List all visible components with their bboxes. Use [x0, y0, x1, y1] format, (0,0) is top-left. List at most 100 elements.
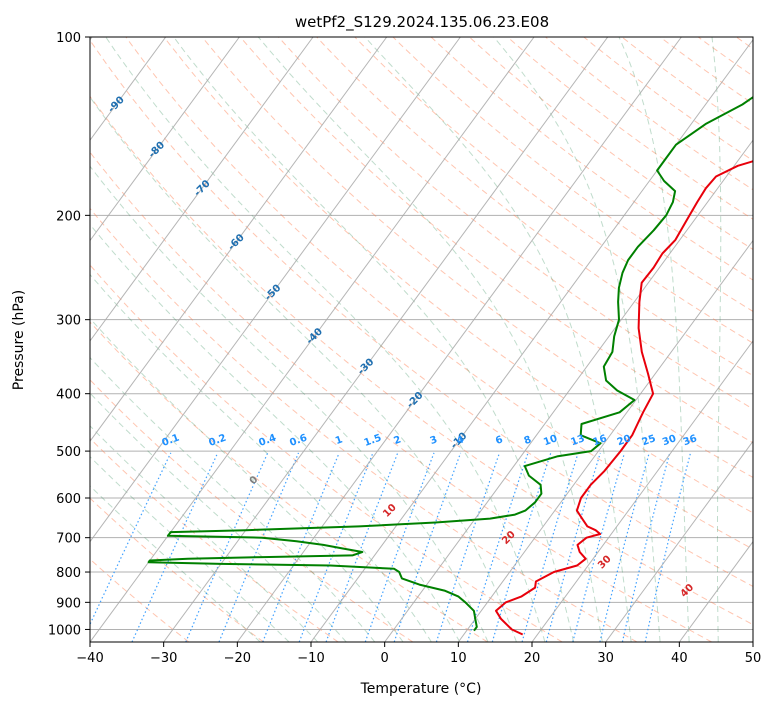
series-layer — [147, 95, 753, 636]
y-tick-label: 100 — [56, 31, 81, 46]
grid-layer — [90, 37, 753, 642]
dry-adiabat-line — [239, 37, 753, 444]
moist-adiabat-label: 40 — [679, 582, 697, 600]
moist-adiabat-line — [257, 37, 603, 642]
moist-adiabat-line — [105, 37, 546, 642]
mixing-ratio-line — [435, 452, 501, 642]
dry-adiabat-line — [163, 37, 753, 514]
dry-adiabat-line — [90, 151, 712, 642]
dry-adiabat-label: -20 — [405, 390, 426, 411]
dry-adiabat-line — [90, 207, 638, 642]
dry-adiabat-line — [90, 264, 563, 642]
dry-adiabat-label: -50 — [263, 283, 284, 304]
dry-adiabat-label: -80 — [147, 140, 168, 161]
mixing-ratio-line — [621, 452, 671, 642]
y-tick-label: 700 — [56, 532, 81, 547]
mixing-ratio-label: 20 — [616, 433, 633, 448]
mixing-ratio-line — [364, 452, 435, 642]
mixing-ratio-label: 3 — [429, 434, 439, 447]
moist-adiabat-line — [90, 273, 432, 642]
dry-adiabat-line — [90, 379, 414, 642]
dry-adiabat-line — [621, 37, 753, 133]
x-tick-label: 40 — [671, 651, 688, 666]
moist-adiabat-line — [90, 392, 347, 642]
isotherm-line — [90, 37, 388, 443]
x-tick-label: −30 — [150, 651, 177, 666]
mixing-ratio-line — [262, 452, 340, 642]
mixing-ratio-line — [393, 452, 462, 642]
temperature-profile-line — [495, 160, 753, 636]
dry-adiabat-label: -70 — [192, 178, 213, 199]
plot-frame — [89, 36, 754, 643]
dry-adiabat-line — [90, 95, 753, 626]
x-tick-label: 0 — [381, 651, 389, 666]
mixing-ratio-label: 4 — [455, 434, 465, 447]
isotherm-line — [384, 139, 753, 642]
mixing-ratio-line — [491, 452, 552, 642]
mixing-ratio-line — [131, 452, 219, 642]
moist-adiabat-line — [90, 223, 461, 642]
isotherm-line — [752, 641, 753, 642]
isotherm-line — [90, 37, 167, 142]
chart-title: wetPf2_S129.2024.135.06.23.E08 — [295, 13, 549, 32]
isotherm-line — [310, 38, 753, 642]
mixing-ratio-label: 1 — [334, 434, 344, 447]
dry-adiabat-line — [430, 37, 753, 281]
line-labels-layer: -100-90-80-70-60-50-40-30-20-100.1 0.2 0.4… — [62, 49, 699, 600]
moist-adiabat-line — [90, 96, 517, 642]
moist-adiabat-line — [90, 356, 376, 642]
moist-adiabat-label: 20 — [500, 529, 518, 547]
dry-adiabat-line — [125, 37, 753, 550]
dry-adiabat-label: -100 — [62, 49, 88, 75]
isotherm-line — [90, 37, 314, 342]
mixing-ratio-line — [572, 452, 626, 642]
isotherm-line — [531, 340, 753, 642]
moist-adiabat-line — [90, 317, 404, 642]
mixing-ratio-label: 6 — [494, 434, 504, 447]
isotherm-line — [605, 440, 753, 642]
dry-adiabat-line — [507, 37, 753, 220]
y-tick-label: 600 — [56, 492, 81, 507]
dry-adiabat-line — [90, 39, 753, 588]
moist-adiabat-line — [173, 37, 575, 642]
mixing-ratio-line — [521, 452, 579, 642]
dry-adiabat-label: -60 — [226, 232, 247, 253]
dry-adiabat-line — [90, 321, 488, 642]
y-tick-label: 400 — [56, 388, 81, 403]
dry-adiabat-line — [392, 37, 753, 312]
moist-adiabat-line — [711, 37, 722, 642]
mixing-ratio-line — [545, 452, 601, 642]
x-tick-label: −40 — [76, 651, 103, 666]
moist-adiabat-line — [364, 37, 632, 642]
isotherm-line — [236, 37, 682, 642]
isotherm-line — [163, 37, 609, 642]
mixing-ratio-line — [90, 452, 172, 626]
mixing-ratio-line — [325, 452, 399, 642]
mixing-ratio-label: 13 — [569, 433, 586, 448]
dewpoint-profile-line — [147, 95, 753, 632]
x-tick-label: −10 — [297, 651, 324, 666]
mixing-ratio-line — [466, 452, 529, 642]
y-tick-label: 900 — [56, 596, 81, 611]
mixing-ratio-line — [599, 452, 650, 642]
isotherm-line — [90, 37, 535, 642]
isotherm-line — [90, 37, 240, 242]
y-tick-label: 1000 — [48, 623, 81, 638]
dry-adiabat-line — [697, 37, 753, 77]
mixing-ratio-label: 2 — [392, 434, 402, 447]
mixing-ratio-label: 36 — [682, 433, 699, 448]
mixing-ratio-label: 25 — [640, 433, 657, 448]
dry-adiabat-line — [354, 37, 753, 344]
moist-adiabat-line — [493, 37, 661, 642]
mixing-ratio-label: 16 — [592, 433, 609, 448]
y-tick-label: 200 — [56, 209, 81, 224]
y-axis-label: Pressure (hPa) — [11, 290, 27, 390]
x-tick-label: 30 — [597, 651, 614, 666]
moist-adiabat-line — [618, 37, 690, 642]
y-tick-label: 500 — [56, 445, 81, 460]
x-tick-label: 10 — [450, 651, 467, 666]
x-axis-label: Temperature (°C) — [360, 681, 482, 697]
mixing-ratio-label: 1.5 — [363, 433, 383, 449]
isotherm-line — [457, 239, 753, 642]
